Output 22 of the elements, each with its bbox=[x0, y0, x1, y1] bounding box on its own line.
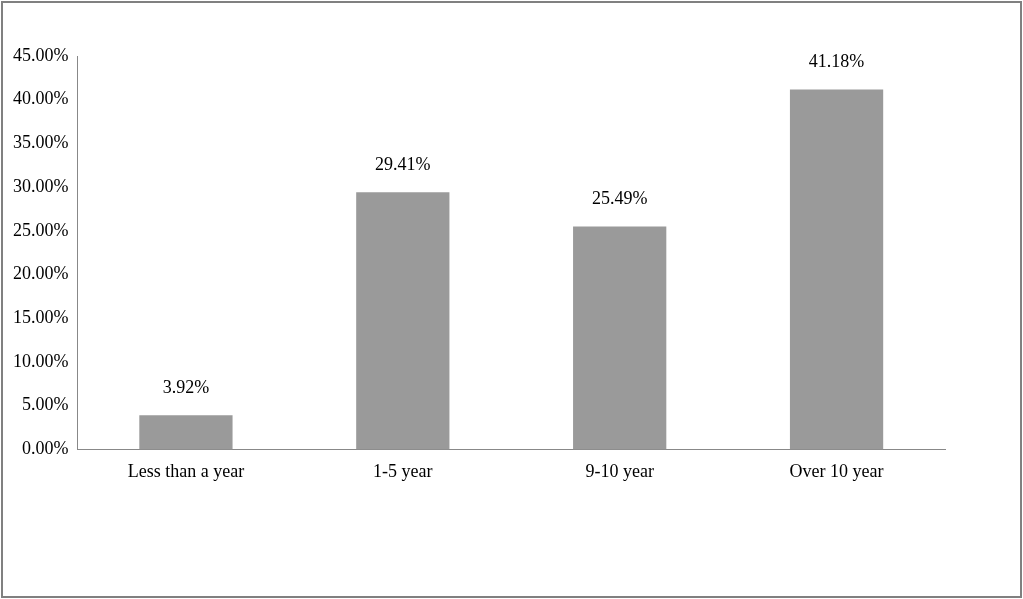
y-tick-label: 40.00% bbox=[12, 88, 69, 109]
y-tick-label: 10.00% bbox=[12, 350, 69, 371]
x-tick-label: 1-5 year bbox=[373, 460, 433, 481]
bar bbox=[139, 415, 233, 450]
bar bbox=[356, 192, 450, 450]
y-tick-label: 35.00% bbox=[12, 132, 69, 153]
data-label: 29.41% bbox=[375, 154, 431, 175]
y-tick-label: 25.00% bbox=[12, 219, 69, 240]
bar bbox=[789, 89, 884, 450]
y-tick-label: 5.00% bbox=[21, 394, 69, 415]
x-tick-label: 9-10 year bbox=[585, 460, 654, 481]
y-tick-label: 30.00% bbox=[12, 175, 69, 196]
y-tick-label: 45.00% bbox=[12, 44, 69, 65]
x-tick-label: Less than a year bbox=[127, 460, 245, 481]
bar bbox=[573, 226, 667, 450]
x-tick-label: Over 10 year bbox=[789, 460, 884, 481]
data-label: 3.92% bbox=[162, 376, 210, 397]
data-label: 41.18% bbox=[808, 51, 865, 72]
y-tick-label: 15.00% bbox=[12, 307, 69, 327]
data-label: 25.49% bbox=[591, 188, 648, 209]
y-tick-label: 20.00% bbox=[12, 263, 69, 284]
y-tick-label: 0.00% bbox=[21, 438, 69, 459]
